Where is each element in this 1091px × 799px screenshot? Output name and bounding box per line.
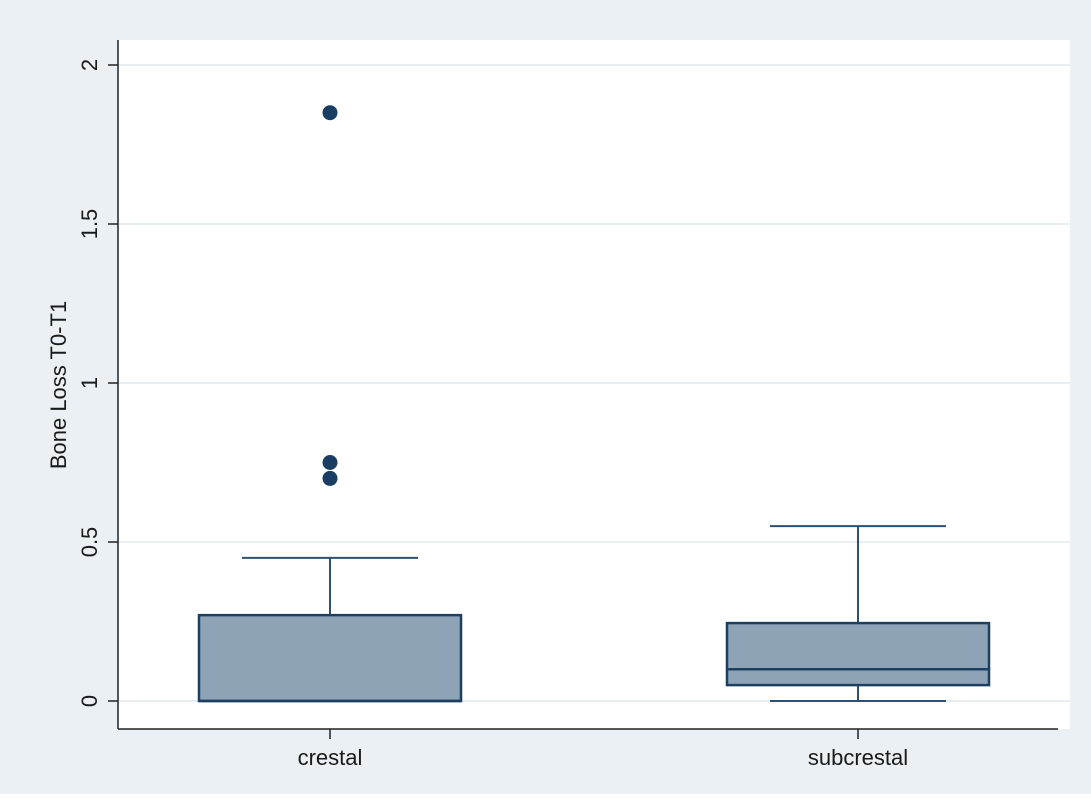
y-axis-label: Bone Loss T0-T1 [46, 301, 71, 469]
x-tick-label-subcrestal: subcrestal [808, 745, 908, 770]
y-tick-label-0.5: 0.5 [77, 527, 102, 558]
outlier-point-crestal-2 [322, 455, 338, 470]
box-iqr-subcrestal [725, 621, 991, 687]
box-iqr-crestal [197, 613, 463, 703]
y-tick-label-1: 1 [77, 377, 102, 389]
outlier-point-crestal-3 [322, 470, 338, 486]
y-tick-label-2: 2 [77, 59, 102, 71]
box-group-crestal [197, 105, 463, 703]
outlier-point-crestal-1 [322, 105, 338, 121]
box-group-subcrestal [725, 525, 991, 702]
boxes [197, 105, 991, 703]
y-tick-label-0: 0 [77, 695, 102, 707]
x-tick-label-crestal: crestal [298, 745, 363, 770]
axes: 0 0.5 1 1.5 2 crestal subcrestal [77, 40, 1058, 770]
y-tick-label-1.5: 1.5 [77, 209, 102, 240]
